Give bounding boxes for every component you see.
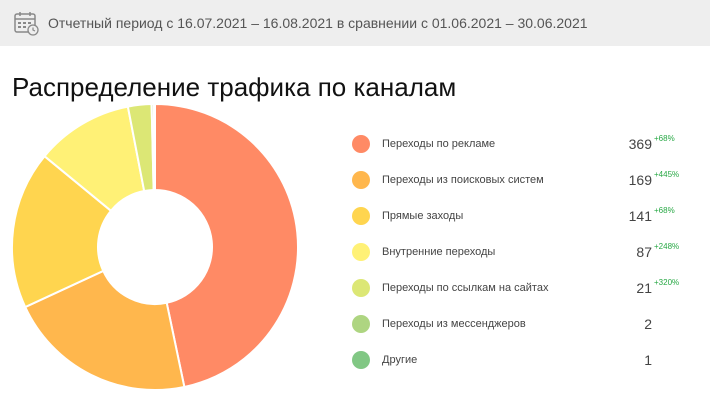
legend-item[interactable]: Внутренние переходы 87 +248% — [352, 234, 682, 270]
legend-item[interactable]: Другие 1 — [352, 342, 682, 378]
legend-value: 1 — [644, 352, 652, 368]
legend-dot — [352, 171, 370, 189]
legend-item[interactable]: Переходы по рекламе 369 +68% — [352, 126, 682, 162]
calendar-icon[interactable] — [13, 10, 39, 36]
legend-dot — [352, 243, 370, 261]
legend-label: Прямые заходы — [382, 210, 464, 222]
donut-slice[interactable] — [154, 102, 299, 389]
legend-value: 87 — [636, 244, 652, 260]
legend-value: 21 — [636, 280, 652, 296]
legend-item[interactable]: Переходы из мессенджеров 2 — [352, 306, 682, 342]
legend-label: Переходы по рекламе — [382, 138, 496, 150]
legend-dot — [352, 351, 370, 369]
legend-label: Другие — [382, 354, 418, 366]
legend-dot — [352, 279, 370, 297]
legend-label: Внутренние переходы — [382, 246, 496, 258]
period-text: Отчетный период с 16.07.2021 – 16.08.202… — [48, 15, 588, 31]
legend-dot — [352, 207, 370, 225]
legend-value: 169 — [628, 172, 652, 188]
chart-legend: Переходы по рекламе 369 +68% Переходы из по… — [352, 126, 682, 378]
legend-change: +320% — [654, 277, 680, 287]
legend-value: 141 — [628, 208, 652, 224]
donut-slice[interactable] — [11, 154, 113, 309]
legend-item[interactable]: Переходы по ссылкам на сайтах 21 +320% — [352, 270, 682, 306]
legend-change: +68% — [654, 205, 675, 215]
legend-change: +248% — [654, 241, 680, 251]
donut-slice[interactable] — [23, 269, 186, 391]
donut-chart — [11, 102, 299, 391]
legend-dot — [352, 135, 370, 153]
legend-item[interactable]: Переходы из поисковых систем 169 +445% — [352, 162, 682, 198]
legend-change: +445% — [654, 169, 680, 179]
chart-title: Распределение трафика по каналам — [12, 72, 457, 102]
legend-value: 369 — [628, 136, 652, 152]
donut-slice[interactable] — [152, 102, 156, 192]
legend-label: Переходы по ссылкам на сайтах — [382, 282, 549, 294]
legend-label: Переходы из поисковых систем — [382, 174, 544, 186]
legend-item[interactable]: Прямые заходы 141 +68% — [352, 198, 682, 234]
legend-value: 2 — [644, 316, 652, 332]
period-bar: Отчетный период с 16.07.2021 – 16.08.202… — [0, 0, 710, 46]
legend-label: Переходы из мессенджеров — [382, 318, 526, 330]
legend-dot — [352, 315, 370, 333]
legend-change: +68% — [654, 133, 675, 143]
